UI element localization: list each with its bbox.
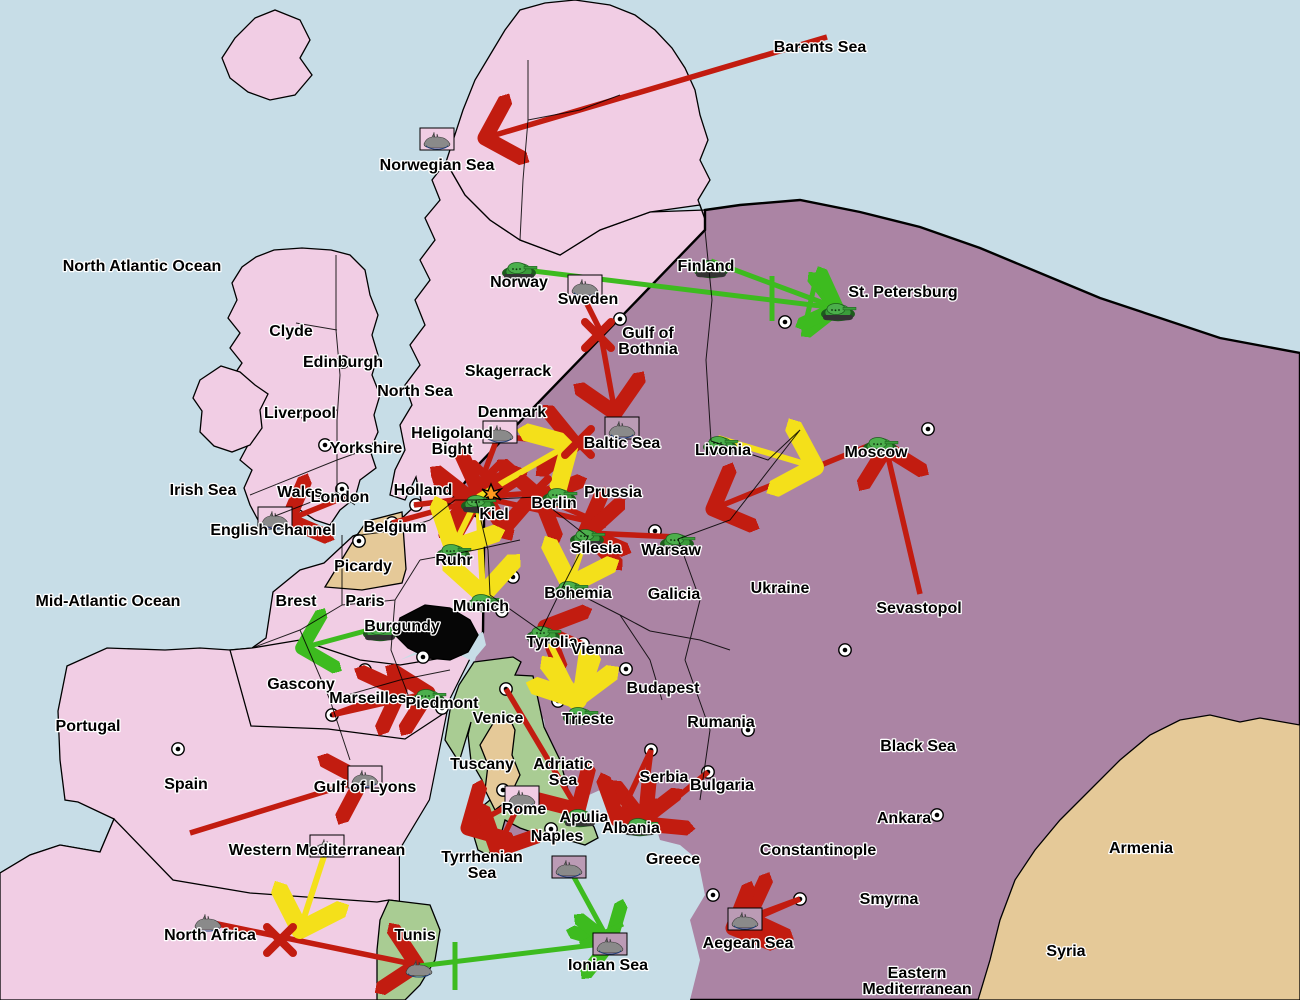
svg-text:Marseilles: Marseilles	[329, 690, 406, 707]
svg-text:Venice: Venice	[473, 710, 524, 727]
svg-text:London: London	[311, 489, 370, 506]
svg-text:Prussia: Prussia	[584, 484, 642, 501]
svg-text:Kiel: Kiel	[479, 506, 508, 523]
svg-text:Adriatic: Adriatic	[533, 756, 593, 773]
svg-text:Norwegian Sea: Norwegian Sea	[380, 157, 495, 174]
svg-text:Greece: Greece	[646, 851, 700, 868]
svg-text:Warsaw: Warsaw	[641, 542, 701, 559]
svg-text:Portugal: Portugal	[56, 718, 121, 735]
svg-text:English Channel: English Channel	[210, 522, 335, 539]
svg-text:Naples: Naples	[531, 828, 584, 845]
svg-text:Tyrrhenian: Tyrrhenian	[441, 849, 523, 866]
svg-text:Armenia: Armenia	[1109, 840, 1173, 857]
svg-text:Tunis: Tunis	[394, 927, 436, 944]
svg-text:Silesia: Silesia	[571, 540, 622, 557]
svg-text:Vienna: Vienna	[571, 641, 623, 658]
svg-text:Burgundy: Burgundy	[364, 618, 440, 635]
svg-text:Albania: Albania	[602, 820, 660, 837]
svg-text:Norway: Norway	[490, 274, 548, 291]
svg-text:Piedmont: Piedmont	[406, 695, 480, 712]
svg-text:Spain: Spain	[164, 776, 208, 793]
svg-text:Ionian Sea: Ionian Sea	[568, 957, 648, 974]
svg-text:Ankara: Ankara	[877, 810, 931, 827]
svg-text:Eastern: Eastern	[888, 965, 947, 982]
svg-text:Trieste: Trieste	[562, 711, 614, 728]
svg-text:Skagerrack: Skagerrack	[465, 363, 551, 380]
svg-text:Moscow: Moscow	[844, 444, 908, 461]
svg-text:Aegean Sea: Aegean Sea	[703, 935, 794, 952]
svg-text:Gulf of: Gulf of	[622, 325, 674, 342]
svg-text:Galicia: Galicia	[648, 586, 701, 603]
svg-text:Gulf of Lyons: Gulf of Lyons	[314, 779, 417, 796]
svg-text:Holland: Holland	[394, 482, 453, 499]
svg-text:Bight: Bight	[432, 441, 474, 458]
svg-text:Bothnia: Bothnia	[618, 341, 678, 358]
svg-text:Black Sea: Black Sea	[880, 738, 956, 755]
svg-text:Brest: Brest	[276, 593, 318, 610]
svg-text:Munich: Munich	[453, 598, 509, 615]
svg-text:Mid-Atlantic Ocean: Mid-Atlantic Ocean	[36, 593, 181, 610]
svg-text:Berlin: Berlin	[531, 495, 576, 512]
svg-text:Rumania: Rumania	[687, 714, 755, 731]
svg-text:Ruhr: Ruhr	[435, 552, 472, 569]
svg-text:Smyrna: Smyrna	[860, 891, 919, 908]
svg-text:North Atlantic Ocean: North Atlantic Ocean	[63, 258, 222, 275]
svg-text:Denmark: Denmark	[478, 404, 547, 421]
svg-text:Tuscany: Tuscany	[450, 756, 514, 773]
svg-text:Bulgaria: Bulgaria	[690, 777, 754, 794]
svg-text:Gascony: Gascony	[267, 676, 335, 693]
svg-text:Barents Sea: Barents Sea	[774, 39, 867, 56]
svg-text:Paris: Paris	[345, 593, 384, 610]
svg-text:North Sea: North Sea	[377, 383, 453, 400]
svg-text:Livonia: Livonia	[695, 442, 751, 459]
svg-text:Budapest: Budapest	[627, 680, 701, 697]
svg-text:Western Mediterranean: Western Mediterranean	[229, 842, 406, 859]
svg-text:Finland: Finland	[678, 258, 735, 275]
svg-text:Irish Sea: Irish Sea	[170, 482, 237, 499]
svg-text:Sea: Sea	[549, 772, 578, 789]
svg-text:Clyde: Clyde	[269, 323, 313, 340]
svg-text:Sevastopol: Sevastopol	[876, 600, 961, 617]
svg-text:Serbia: Serbia	[640, 769, 689, 786]
svg-text:North Africa: North Africa	[164, 927, 256, 944]
svg-text:Yorkshire: Yorkshire	[330, 440, 403, 457]
svg-text:Heligoland: Heligoland	[411, 425, 493, 442]
svg-text:Bohemia: Bohemia	[544, 585, 612, 602]
svg-text:St. Petersburg: St. Petersburg	[848, 284, 957, 301]
svg-text:Liverpool: Liverpool	[264, 405, 336, 422]
svg-text:Sweden: Sweden	[558, 291, 618, 308]
svg-text:Baltic Sea: Baltic Sea	[584, 435, 661, 452]
svg-text:Mediterranean: Mediterranean	[862, 981, 971, 998]
svg-text:Constantinople: Constantinople	[760, 842, 877, 859]
svg-text:Edinburgh: Edinburgh	[303, 354, 383, 371]
svg-text:Sea: Sea	[468, 865, 497, 882]
svg-text:Belgium: Belgium	[363, 519, 426, 536]
svg-text:Rome: Rome	[502, 801, 547, 818]
svg-text:Picardy: Picardy	[334, 558, 392, 575]
svg-text:Ukraine: Ukraine	[751, 580, 810, 597]
svg-text:Syria: Syria	[1046, 943, 1085, 960]
